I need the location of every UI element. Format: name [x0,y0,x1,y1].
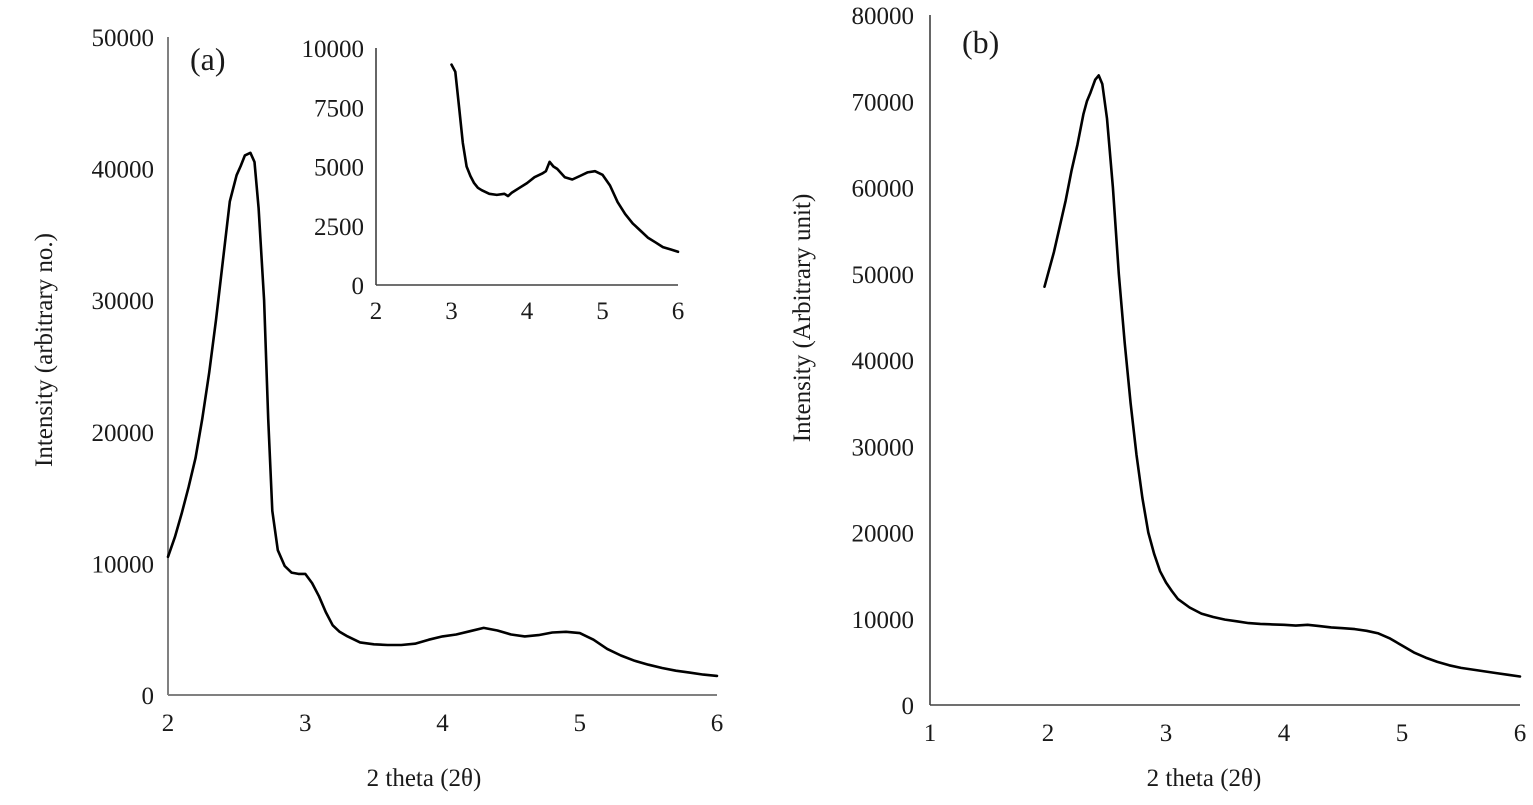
inset-data-line [450,63,680,254]
x-tick-label: 6 [672,298,685,325]
y-tick-label: 10000 [302,36,365,63]
inset-y-tick-labels: 0 2500 5000 7500 10000 [302,36,365,300]
inset-x-tick-labels: 2 3 4 5 6 [370,298,685,325]
y-tick-label: 40000 [92,157,155,184]
panel-label: (b) [962,24,999,60]
y-tick-label: 20000 [92,420,155,447]
data-line [166,151,719,678]
x-tick-label: 4 [436,710,449,737]
x-tick-labels: 2 3 4 5 6 [162,710,724,737]
x-tick-label: 2 [370,298,383,325]
x-tick-label: 3 [445,298,458,325]
y-tick-label: 80000 [852,3,915,30]
y-tick-label: 50000 [92,25,155,52]
x-tick-label: 2 [1042,720,1055,747]
inset-chart: 0 2500 5000 7500 10000 2 3 4 5 6 [302,36,685,325]
x-tick-labels: 1 2 3 4 5 6 [924,720,1527,747]
x-tick-label: 6 [1514,720,1527,747]
y-tick-labels: 0 10000 20000 30000 40000 50000 60000 70000 8000… [852,3,915,720]
y-tick-label: 50000 [852,262,915,289]
y-tick-label: 70000 [852,89,915,116]
y-tick-label: 0 [352,273,365,300]
x-tick-label: 5 [596,298,609,325]
y-tick-label: 2500 [314,214,364,241]
y-tick-label: 0 [902,693,915,720]
y-tick-label: 20000 [852,521,915,548]
x-tick-label: 5 [1396,720,1409,747]
y-tick-label: 10000 [852,607,915,634]
x-axis-title: 2 theta (2θ) [1147,765,1262,792]
x-axis-title: 2 theta (2θ) [367,765,482,792]
y-tick-label: 0 [142,683,155,710]
panel-label: (a) [190,41,226,77]
y-tick-label: 30000 [852,434,915,461]
y-tick-label: 7500 [314,95,364,122]
x-tick-label: 4 [1278,720,1291,747]
data-line [1043,74,1522,678]
y-tick-label: 30000 [92,288,155,315]
y-tick-label: 10000 [92,551,155,578]
x-tick-label: 3 [299,710,312,737]
y-tick-label: 40000 [852,348,915,375]
y-axis-title: Intensity (Arbitrary unit) [789,194,816,443]
x-tick-label: 3 [1160,720,1173,747]
y-tick-labels: 0 10000 20000 30000 40000 50000 [92,25,155,710]
y-axis-title: Intensity (arbitrary no.) [31,233,58,467]
y-tick-label: 5000 [314,155,364,182]
x-tick-label: 5 [574,710,587,737]
x-tick-label: 2 [162,710,175,737]
chart-panel-b: 0 10000 20000 30000 40000 50000 60000 70000 8000… [789,3,1526,792]
x-tick-label: 1 [924,720,937,747]
y-tick-label: 60000 [852,176,915,203]
x-tick-label: 6 [711,710,724,737]
x-tick-label: 4 [521,298,534,325]
